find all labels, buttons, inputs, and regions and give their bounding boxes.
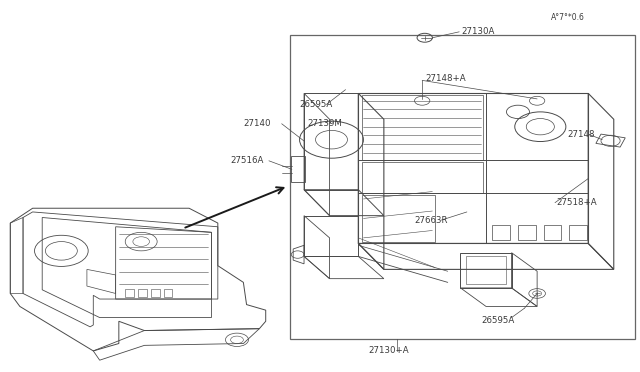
Bar [164, 289, 173, 297]
Bar [518, 225, 536, 240]
Bar [569, 225, 587, 240]
Text: 27518+A: 27518+A [556, 198, 597, 207]
Text: 27516A: 27516A [230, 156, 264, 165]
Bar [125, 289, 134, 297]
Bar [151, 289, 160, 297]
Text: 27140: 27140 [243, 119, 271, 128]
Bar [492, 225, 510, 240]
Text: 26595A: 26595A [300, 100, 333, 109]
Text: 27130A: 27130A [462, 27, 495, 36]
Text: 27148: 27148 [567, 129, 595, 139]
Text: 27663R: 27663R [415, 216, 448, 225]
Text: 27148+A: 27148+A [426, 74, 466, 83]
Text: 27130+A: 27130+A [369, 346, 409, 355]
Text: 27139M: 27139M [307, 119, 342, 128]
Text: A°7°*0.6: A°7°*0.6 [551, 13, 585, 22]
Bar [543, 225, 561, 240]
Bar [290, 35, 635, 339]
Bar [138, 289, 147, 297]
Text: 26595A: 26595A [481, 316, 514, 325]
